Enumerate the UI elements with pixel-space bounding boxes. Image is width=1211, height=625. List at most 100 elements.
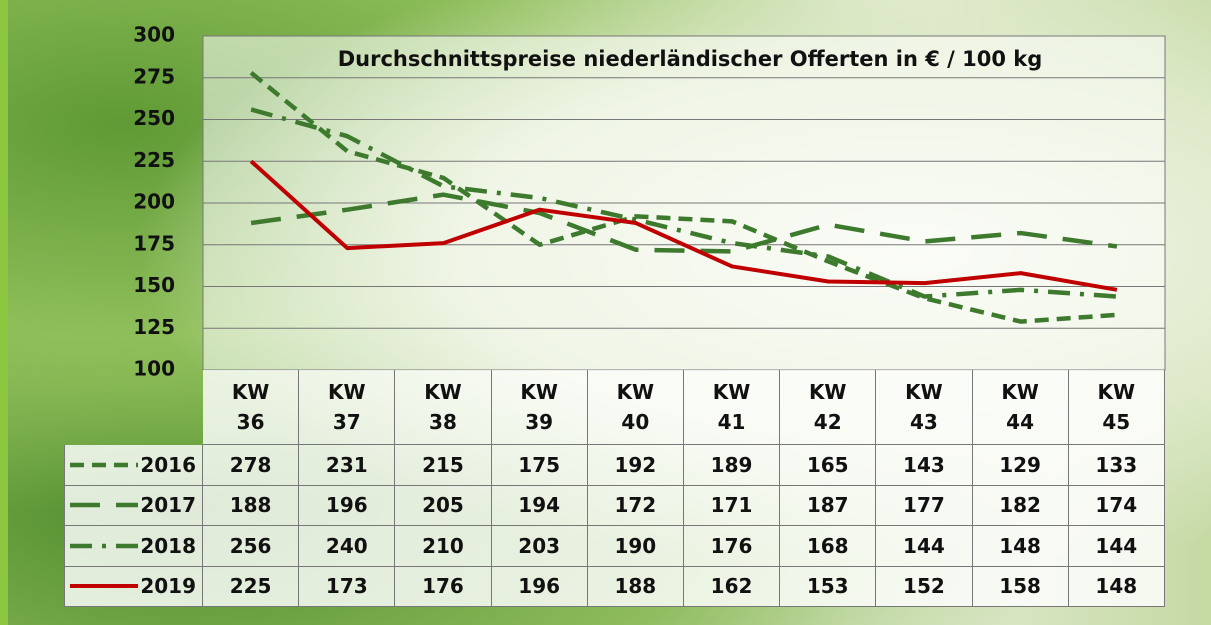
- legend-label: 2017: [140, 493, 196, 518]
- table-value-text: 215: [422, 452, 464, 477]
- table-value: 173: [299, 566, 396, 607]
- table-value-text: 165: [806, 452, 849, 477]
- table-value-text: 256: [229, 533, 272, 558]
- table-value: 129: [972, 445, 1069, 486]
- legend-entry: 2019: [64, 566, 203, 607]
- table-value-text: 173: [325, 574, 368, 599]
- table-corner: [64, 370, 203, 445]
- x-tick-label: KW 42: [780, 370, 877, 445]
- series-line: [249, 159, 1118, 292]
- x-tick-label: KW 41: [683, 370, 781, 445]
- legend-swatch: [70, 543, 139, 548]
- x-tick-label-text: KW 41: [712, 380, 751, 434]
- table-value-text: 144: [1095, 533, 1138, 558]
- table-value: 144: [1068, 526, 1165, 567]
- x-tick-label-text: KW 40: [616, 380, 655, 434]
- legend-swatch: [70, 584, 139, 589]
- table-value-text: 205: [422, 493, 464, 518]
- table-value: 240: [299, 526, 396, 567]
- table-value-text: 148: [999, 533, 1041, 558]
- y-tick-label: 200: [133, 190, 175, 214]
- y-tick-label: 300: [133, 23, 175, 47]
- table-value: 171: [683, 485, 781, 526]
- legend-swatch: [70, 462, 139, 467]
- table-value: 210: [395, 526, 492, 567]
- table-value-text: 182: [999, 493, 1041, 518]
- legend-label: 2019: [140, 574, 196, 599]
- chart-title: Durchschnittspreise niederländischer Off…: [338, 47, 1043, 71]
- table-value-text: 231: [325, 452, 368, 477]
- table-value: 188: [203, 485, 300, 526]
- series-line: [250, 192, 1118, 254]
- table-value: 148: [972, 526, 1069, 567]
- table-value: 189: [683, 445, 781, 486]
- x-tick-label: KW 39: [491, 370, 588, 445]
- x-tick-label: KW 38: [395, 370, 492, 445]
- x-tick-label: KW 40: [587, 370, 684, 445]
- table-value: 256: [203, 526, 300, 567]
- y-tick-label: 275: [133, 64, 175, 88]
- x-tick-label-text: KW 39: [520, 380, 558, 434]
- y-tick-label: 125: [133, 315, 175, 339]
- table-value: 152: [876, 566, 973, 607]
- table-value: 143: [876, 445, 973, 486]
- table-value-text: 188: [614, 574, 657, 599]
- table-value: 144: [876, 526, 973, 567]
- table-value-text: 194: [518, 493, 561, 518]
- table-value-text: 168: [806, 533, 849, 558]
- side-strip: [0, 0, 8, 625]
- table-value-text: 210: [422, 533, 464, 558]
- legend-swatch: [70, 503, 139, 508]
- table-value-text: 148: [1095, 574, 1138, 599]
- table-value-text: 192: [614, 452, 657, 477]
- table-value-text: 172: [614, 493, 657, 518]
- x-tick-label-text: KW 38: [424, 380, 462, 434]
- y-tick-label: 225: [133, 148, 175, 172]
- table-value: 278: [203, 445, 300, 486]
- x-tick-label: KW 37: [299, 370, 396, 445]
- table-value-text: 190: [614, 533, 657, 558]
- x-tick-label: KW 43: [876, 370, 973, 445]
- table-value: 205: [395, 485, 492, 526]
- legend-label: 2018: [140, 533, 196, 558]
- table-value-text: 129: [999, 452, 1041, 477]
- table-value-text: 175: [518, 452, 561, 477]
- table-value-text: 225: [229, 574, 272, 599]
- table-value-text: 176: [710, 533, 753, 558]
- table-value: 203: [491, 526, 588, 567]
- table-value-text: 171: [710, 493, 753, 518]
- table-value: 225: [203, 566, 300, 607]
- table-value-text: 174: [1095, 493, 1138, 518]
- table-value-text: 189: [710, 452, 753, 477]
- table-value-text: 143: [903, 452, 945, 477]
- table-value: 148: [1068, 566, 1165, 607]
- legend-entry: 2018: [64, 526, 203, 567]
- table-value: 192: [587, 445, 684, 486]
- table-value: 177: [876, 485, 973, 526]
- table-value: 188: [587, 566, 684, 607]
- table-value-text: 177: [903, 493, 945, 518]
- series-line: [249, 70, 1118, 324]
- table-value-text: 133: [1095, 452, 1138, 477]
- table-value: 176: [395, 566, 492, 607]
- table-value-text: 144: [903, 533, 945, 558]
- x-tick-label-text: KW 36: [231, 380, 270, 434]
- table-value: 215: [395, 445, 492, 486]
- legend-entry: 2016: [64, 445, 203, 486]
- y-tick-label: 150: [133, 273, 175, 297]
- table-value: 196: [491, 566, 588, 607]
- table-value-text: 153: [806, 574, 849, 599]
- table-value-text: 203: [518, 533, 561, 558]
- table-value: 158: [972, 566, 1069, 607]
- table-value: 196: [299, 485, 396, 526]
- x-tick-label: KW 44: [972, 370, 1069, 445]
- x-tick-label: KW 36: [203, 370, 300, 445]
- table-value: 172: [587, 485, 684, 526]
- table-value-text: 240: [325, 533, 368, 558]
- table-value-text: 152: [903, 574, 945, 599]
- table-value-text: 162: [710, 574, 753, 599]
- x-tick-label-text: KW 43: [905, 380, 943, 434]
- table-value: 231: [299, 445, 396, 486]
